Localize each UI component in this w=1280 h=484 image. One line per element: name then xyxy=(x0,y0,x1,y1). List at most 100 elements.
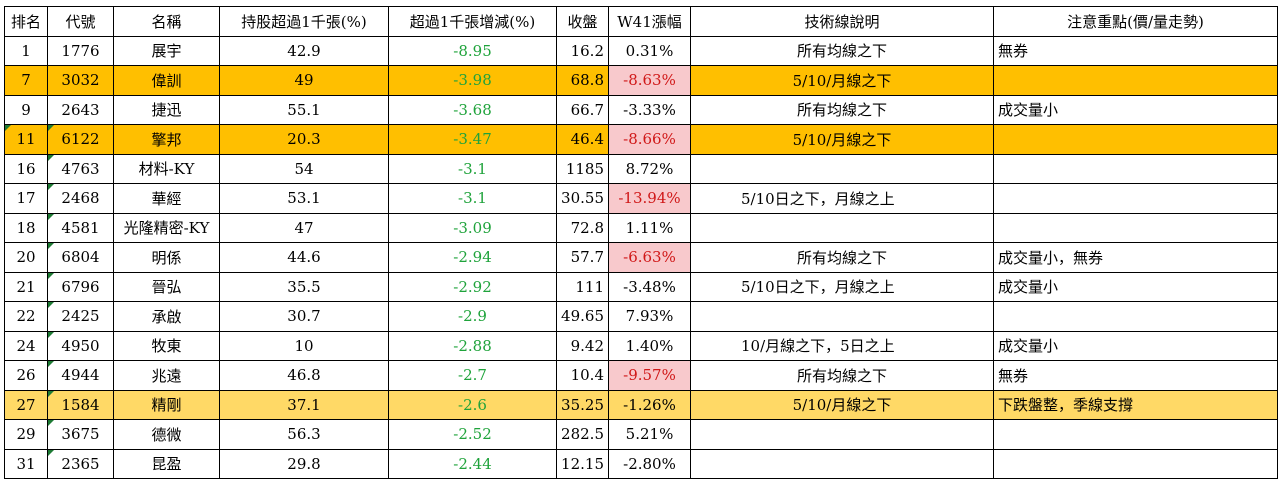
cell-close-text: 49.65 xyxy=(561,307,604,326)
cell-close-text: 46.4 xyxy=(570,130,604,149)
cell-w41: -13.94% xyxy=(608,183,691,214)
table-row: 20 6804 明係 44.6 -2.94 57.7 -6.63% 所有均線之下 成交量小，無券 xyxy=(4,242,1278,273)
cell-pct: 54 xyxy=(219,153,389,184)
cell-w41-text: -3.48% xyxy=(623,277,676,296)
cell-rank: 16 xyxy=(4,153,48,184)
cell-pct: 29.8 xyxy=(219,448,389,479)
cell-rank-text: 24 xyxy=(16,336,36,355)
cell-change-text: -2.92 xyxy=(453,277,492,296)
cell-note-text: 成交量小，無券 xyxy=(998,248,1104,267)
cell-tech-text: 所有均線之下 xyxy=(796,248,887,267)
cell-pct-text: 53.1 xyxy=(287,189,321,208)
cell-change-text: -2.6 xyxy=(458,395,487,414)
header-code: 代號 xyxy=(47,6,114,37)
cell-name: 捷迅 xyxy=(113,94,220,125)
cell-note xyxy=(993,153,1278,184)
cell-w41: -1.26% xyxy=(608,389,691,420)
cell-name-text: 牧東 xyxy=(151,337,182,356)
table-row: 1 1776 展宇 42.9 -8.95 16.2 0.31% 所有均線之下 無券 xyxy=(4,35,1278,66)
cell-rank-text: 7 xyxy=(21,71,31,90)
cell-note xyxy=(993,183,1278,214)
cell-rank: 24 xyxy=(4,330,48,361)
cell-code: 2643 xyxy=(47,94,114,125)
cell-w41: 5.21% xyxy=(608,419,691,450)
cell-code: 4581 xyxy=(47,212,114,243)
header-name: 名稱 xyxy=(113,6,220,37)
cell-code-text: 3032 xyxy=(61,71,100,90)
cell-w41-text: 1.11% xyxy=(625,218,674,237)
cell-tech xyxy=(690,212,994,243)
cell-w41-text: 1.40% xyxy=(625,336,674,355)
cell-tech: 5/10/月線之下 xyxy=(690,389,994,420)
cell-tech-text: 5/10日之下，月線之上 xyxy=(741,278,895,297)
cell-name: 華經 xyxy=(113,183,220,214)
cell-code-text: 1776 xyxy=(61,41,100,60)
cell-close: 35.25 xyxy=(556,389,609,420)
cell-name-text: 捷迅 xyxy=(151,101,182,120)
comment-indicator-icon xyxy=(48,449,54,456)
cell-note-text: 成交量小 xyxy=(998,101,1059,120)
cell-pct-text: 46.8 xyxy=(287,366,321,385)
cell-code-text: 2468 xyxy=(61,189,100,208)
cell-code: 2425 xyxy=(47,301,114,332)
cell-pct-text: 29.8 xyxy=(287,454,321,473)
cell-rank: 18 xyxy=(4,212,48,243)
cell-name: 兆遠 xyxy=(113,360,220,391)
cell-pct: 20.3 xyxy=(219,124,389,155)
cell-w41: -3.33% xyxy=(608,94,691,125)
cell-close: 66.7 xyxy=(556,94,609,125)
cell-w41-text: -8.66% xyxy=(623,130,676,149)
cell-tech: 5/10/月線之下 xyxy=(690,124,994,155)
cell-close-text: 111 xyxy=(575,277,604,296)
cell-change-text: -2.44 xyxy=(453,454,492,473)
cell-code: 4944 xyxy=(47,360,114,391)
cell-pct-text: 10 xyxy=(294,336,314,355)
cell-close-text: 9.42 xyxy=(570,336,604,355)
cell-name-text: 昆盈 xyxy=(151,455,182,474)
cell-w41: 1.11% xyxy=(608,212,691,243)
cell-w41: 0.31% xyxy=(608,35,691,66)
cell-close: 9.42 xyxy=(556,330,609,361)
cell-change: -3.09 xyxy=(388,212,557,243)
cell-w41-text: -9.57% xyxy=(623,366,676,385)
cell-close: 46.4 xyxy=(556,124,609,155)
cell-tech: 5/10日之下，月線之上 xyxy=(690,271,994,302)
cell-code: 4950 xyxy=(47,330,114,361)
comment-indicator-icon xyxy=(48,390,54,397)
cell-note: 下跌盤整，季線支撐 xyxy=(993,389,1278,420)
cell-name: 昆盈 xyxy=(113,448,220,479)
cell-rank: 26 xyxy=(4,360,48,391)
cell-change: -2.92 xyxy=(388,271,557,302)
cell-change-text: -2.88 xyxy=(453,336,492,355)
cell-change: -2.9 xyxy=(388,301,557,332)
cell-note-text: 無券 xyxy=(998,42,1029,61)
cell-note: 成交量小 xyxy=(993,271,1278,302)
header-pct: 持股超過1千張(%) xyxy=(219,6,389,37)
cell-code: 2365 xyxy=(47,448,114,479)
cell-close-text: 68.8 xyxy=(570,71,604,90)
cell-tech xyxy=(690,448,994,479)
cell-w41: 7.93% xyxy=(608,301,691,332)
cell-name: 晉弘 xyxy=(113,271,220,302)
cell-change: -2.6 xyxy=(388,389,557,420)
cell-w41-text: -13.94% xyxy=(618,189,681,208)
cell-w41-text: -1.26% xyxy=(623,395,676,414)
cell-close-text: 16.2 xyxy=(570,41,604,60)
cell-w41-text: 8.72% xyxy=(625,159,674,178)
cell-pct-text: 55.1 xyxy=(287,100,321,119)
cell-note-text: 成交量小 xyxy=(998,337,1059,356)
cell-tech: 5/10日之下，月線之上 xyxy=(690,183,994,214)
cell-close: 282.5 xyxy=(556,419,609,450)
cell-note: 無券 xyxy=(993,360,1278,391)
cell-tech-text: 5/10/月線之下 xyxy=(792,396,892,415)
cell-change: -2.88 xyxy=(388,330,557,361)
cell-note: 成交量小，無券 xyxy=(993,242,1278,273)
cell-name-text: 德微 xyxy=(151,425,182,444)
table-row: 22 2425 承啟 30.7 -2.9 49.65 7.93% xyxy=(4,301,1278,332)
header-rank: 排名 xyxy=(4,6,48,37)
cell-close-text: 30.55 xyxy=(561,189,604,208)
table-row: 26 4944 兆遠 46.8 -2.7 10.4 -9.57% 所有均線之下 無券 xyxy=(4,360,1278,391)
cell-code: 4763 xyxy=(47,153,114,184)
cell-rank: 7 xyxy=(4,65,48,96)
cell-tech-text: 5/10日之下，月線之上 xyxy=(741,189,895,208)
